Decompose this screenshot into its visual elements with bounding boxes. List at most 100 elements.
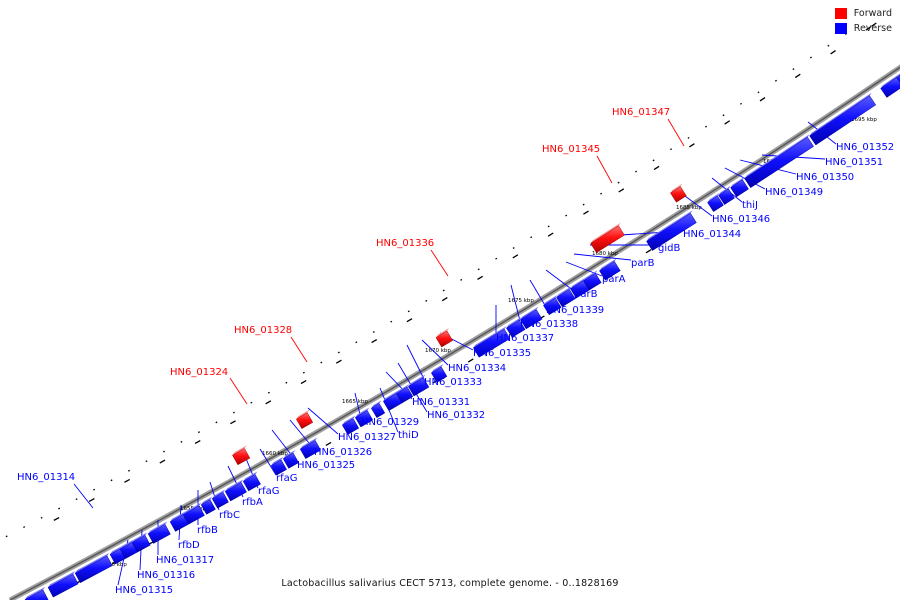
gene-top-face — [707, 192, 720, 203]
tick-minor — [617, 181, 620, 184]
label-reverse-gene: rfaG — [258, 486, 280, 497]
gene-top-face — [556, 286, 572, 298]
label-reverse-gene: HN6_01346 — [712, 214, 770, 225]
tick-minor — [757, 91, 760, 94]
tick-minor — [582, 203, 585, 206]
label-forward-gene: HN6_01328 — [234, 325, 292, 336]
gene-top-face — [473, 326, 507, 348]
label-reverse-gene: HN6_01314 — [17, 472, 75, 483]
tick-minor — [215, 421, 218, 424]
reverse-gene — [430, 366, 448, 383]
reverse-gene — [896, 74, 900, 83]
label-reverse-gene: HN6_01333 — [424, 377, 482, 388]
genome-backbone — [8, 64, 900, 600]
reverse-gene — [354, 410, 374, 428]
label-forward-gene-line — [596, 155, 613, 184]
forward-gene — [435, 330, 453, 348]
tick-major — [230, 420, 236, 425]
tick-minor — [93, 488, 96, 491]
reverse-gene — [270, 459, 287, 476]
gene-top-face — [201, 496, 213, 505]
tick-minor — [600, 192, 603, 195]
label-reverse-gene-line — [421, 339, 449, 366]
tick-major — [335, 359, 342, 364]
label-reverse-gene: HN6_01339 — [546, 305, 604, 316]
label-forward-gene: HN6_01336 — [376, 238, 434, 249]
forward-gene — [232, 448, 251, 466]
label-reverse-gene-line — [684, 195, 713, 217]
tick-minor — [337, 351, 340, 354]
legend-forward-label: Forward — [853, 8, 892, 19]
tick-minor — [792, 68, 795, 71]
tick-minor — [197, 431, 200, 434]
label-reverse-gene: HN6_01332 — [427, 410, 485, 421]
reverse-gene — [744, 136, 814, 189]
gene-top-face — [744, 134, 810, 179]
map-caption: Lactobacillus salivarius CECT 5713, comp… — [281, 578, 619, 589]
reverse-gene — [47, 573, 79, 598]
tick-major — [265, 400, 272, 405]
gene-top-face — [243, 471, 258, 482]
label-reverse-gene: rfbB — [197, 525, 218, 536]
tick-major — [653, 165, 660, 171]
tick-minor — [232, 411, 235, 414]
label-forward-gene-line — [229, 377, 248, 405]
gene-top-face — [110, 545, 123, 555]
gene-top-face — [371, 400, 382, 409]
scale-label: 1680 kbp — [592, 251, 618, 257]
gene-top-face — [396, 384, 410, 394]
tick-minor — [127, 469, 131, 472]
tick-minor — [250, 401, 253, 404]
tick-major — [300, 380, 307, 385]
reverse-gene — [707, 195, 724, 213]
reverse-gene — [880, 77, 900, 98]
tick-minor — [23, 526, 26, 529]
reverse-gene — [211, 492, 229, 509]
tick-minor — [355, 341, 358, 344]
label-reverse-gene: parA — [602, 274, 626, 285]
reverse-gene — [809, 95, 877, 146]
scale-label: 1665 kbp — [342, 399, 368, 405]
tick-major — [759, 97, 766, 102]
tick-minor — [774, 79, 777, 82]
gene-top-face — [506, 317, 522, 328]
tick-major — [724, 120, 731, 125]
label-reverse-gene: rfaG — [276, 473, 298, 484]
label-reverse-gene: HN6_01325 — [297, 460, 355, 471]
scale-label: 1695 kbp — [851, 117, 877, 123]
label-reverse-gene: HN6_01326 — [314, 447, 372, 458]
reverse-gene — [370, 403, 386, 419]
label-reverse-gene: thiD — [398, 430, 419, 441]
tick-minor — [530, 236, 533, 239]
label-reverse-gene: HN6_01338 — [520, 319, 578, 330]
label-reverse-gene: HN6_01352 — [836, 142, 894, 153]
tick-minor — [442, 289, 445, 292]
tick-minor — [110, 479, 113, 482]
scale-label: 1675 kbp — [508, 298, 534, 304]
forward-gene — [670, 186, 687, 203]
label-reverse-gene-line — [73, 483, 94, 509]
label-reverse-gene: HN6_01334 — [448, 363, 506, 374]
tick-minor — [302, 371, 305, 374]
reverse-gene — [583, 272, 602, 291]
gene-top-face — [355, 407, 370, 418]
gene-top-face — [212, 489, 226, 499]
tick-minor — [460, 278, 463, 281]
label-forward-gene-line — [667, 118, 685, 147]
tick-minor — [687, 136, 690, 139]
gene-top-face — [232, 445, 247, 456]
gene-labels: HN6_01324 HN6_01328 HN6_01336 HN6_01345 HN6_… — [17, 107, 894, 596]
gene-top-face — [132, 532, 148, 543]
tick-major — [547, 232, 554, 237]
label-reverse-gene-line — [307, 407, 339, 435]
reverse-gene — [224, 482, 247, 502]
reverse-gene — [599, 261, 621, 281]
tick-minor — [162, 450, 165, 453]
gene-top-face — [383, 389, 400, 402]
gene-top-face — [48, 571, 76, 588]
legend-reverse: Reverse — [834, 23, 892, 34]
tick-minor — [495, 257, 498, 260]
tick-major — [477, 275, 483, 280]
gene-top-face — [583, 270, 598, 281]
reverse-gene — [74, 555, 113, 584]
